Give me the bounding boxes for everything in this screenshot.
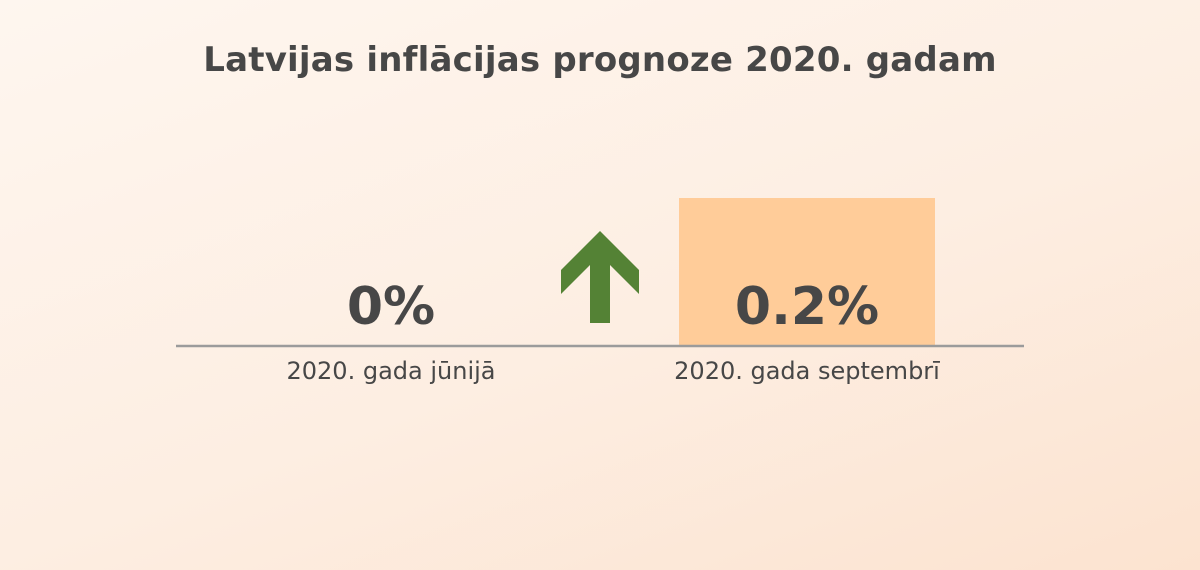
value-label-1: 0% [347,277,435,337]
arrow-up-icon [561,231,639,323]
chart-title: Latvijas inflācijas prognoze 2020. gadam [203,40,997,80]
bar-2 [679,198,935,346]
category-label-1: 2020. gada jūnijā [287,357,496,385]
value-label-2: 0.2% [735,277,879,337]
category-label-2: 2020. gada septembrī [674,357,940,385]
